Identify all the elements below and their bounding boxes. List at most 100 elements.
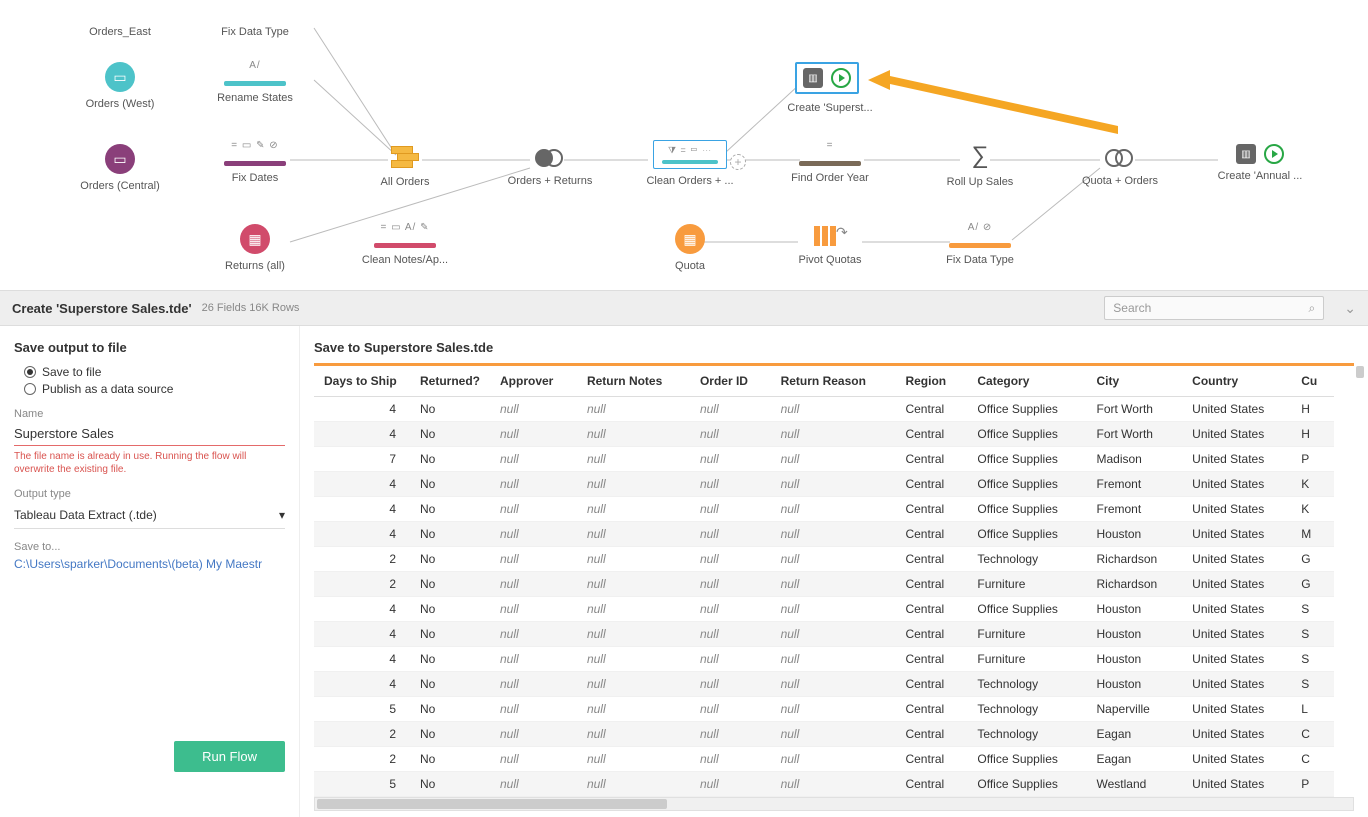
node-roll-up-sales[interactable]: ∑ Roll Up Sales — [930, 142, 1030, 188]
table-cell: null — [771, 397, 896, 422]
node-find-order-year[interactable]: = Find Order Year — [780, 140, 880, 184]
table-cell: 4 — [314, 672, 410, 697]
column-header[interactable]: Approver — [490, 366, 577, 397]
table-cell: Houston — [1087, 597, 1183, 622]
table-cell: null — [577, 747, 690, 772]
table-cell: L — [1291, 697, 1334, 722]
table-cell: United States — [1182, 547, 1291, 572]
table-row[interactable]: 4NonullnullnullnullCentralOffice Supplie… — [314, 422, 1334, 447]
node-pivot-quotas[interactable]: ↷ Pivot Quotas — [780, 222, 880, 266]
column-header[interactable]: Category — [967, 366, 1086, 397]
node-clean-orders[interactable]: ⧩ = ▭ ⋯ Clean Orders + ... — [640, 140, 740, 187]
node-fix-data-type-top[interactable]: Fix Data Type — [205, 20, 305, 38]
table-cell: null — [771, 622, 896, 647]
table-cell: No — [410, 447, 490, 472]
node-fix-dates[interactable]: = ▭ ✎ ⊘ Fix Dates — [205, 140, 305, 184]
node-orders-returns[interactable]: Orders + Returns — [500, 144, 600, 187]
node-rename-states[interactable]: A/ Rename States — [205, 60, 305, 104]
table-cell: null — [690, 547, 771, 572]
column-header[interactable]: Return Reason — [771, 366, 896, 397]
column-header[interactable]: Days to Ship — [314, 366, 410, 397]
node-clean-notes[interactable]: = ▭ A/ ✎ Clean Notes/Ap... — [355, 222, 455, 266]
table-cell: null — [690, 647, 771, 672]
table-row[interactable]: 5NonullnullnullnullCentralTechnologyNape… — [314, 697, 1334, 722]
run-step-icon[interactable] — [831, 68, 851, 88]
table-row[interactable]: 4NonullnullnullnullCentralOffice Supplie… — [314, 497, 1334, 522]
table-cell: Central — [895, 547, 967, 572]
output-type-select[interactable]: Tableau Data Extract (.tde) ▾ — [14, 502, 285, 529]
add-step-icon[interactable]: + — [730, 154, 746, 170]
table-cell: null — [490, 447, 577, 472]
flow-canvas[interactable]: Orders_East Fix Data Type ▭ Orders (West… — [0, 0, 1368, 290]
table-cell: Office Supplies — [967, 772, 1086, 797]
table-cell: null — [690, 772, 771, 797]
table-row[interactable]: 2NonullnullnullnullCentralOffice Supplie… — [314, 747, 1334, 772]
collapse-chevron-icon[interactable]: ⌄ — [1344, 300, 1356, 317]
run-step-icon[interactable] — [1264, 144, 1284, 164]
table-cell: Fremont — [1087, 497, 1183, 522]
name-label: Name — [14, 408, 285, 420]
table-cell: No — [410, 397, 490, 422]
table-cell: Office Supplies — [967, 397, 1086, 422]
annotation-arrow — [868, 70, 1128, 140]
table-row[interactable]: 2NonullnullnullnullCentralTechnologyRich… — [314, 547, 1334, 572]
column-header[interactable]: Cu — [1291, 366, 1334, 397]
scrollbar-vertical[interactable] — [1356, 366, 1366, 726]
table-row[interactable]: 4NonullnullnullnullCentralFurnitureHoust… — [314, 622, 1334, 647]
table-cell: 5 — [314, 697, 410, 722]
output-type-label: Output type — [14, 488, 285, 500]
table-row[interactable]: 5NonullnullnullnullCentralOffice Supplie… — [314, 772, 1334, 797]
table-cell: No — [410, 722, 490, 747]
table-cell: null — [771, 497, 896, 522]
table-cell: null — [490, 722, 577, 747]
table-cell: No — [410, 622, 490, 647]
node-orders-central[interactable]: ▭ Orders (Central) — [70, 144, 170, 192]
output-name-input[interactable] — [14, 422, 285, 446]
table-cell: null — [490, 472, 577, 497]
table-cell: Furniture — [967, 622, 1086, 647]
node-all-orders[interactable]: All Orders — [355, 142, 455, 188]
node-orders-east[interactable]: Orders_East — [70, 20, 170, 38]
search-input[interactable]: Search ⌕ — [1104, 296, 1324, 320]
table-row[interactable]: 4NonullnullnullnullCentralOffice Supplie… — [314, 597, 1334, 622]
radio-publish[interactable]: Publish as a data source — [24, 382, 285, 396]
column-header[interactable]: Return Notes — [577, 366, 690, 397]
table-cell: Houston — [1087, 672, 1183, 697]
node-orders-west[interactable]: ▭ Orders (West) — [70, 62, 170, 110]
table-cell: Central — [895, 397, 967, 422]
save-to-path[interactable]: C:\Users\sparker\Documents\(beta) My Mae… — [14, 557, 285, 571]
table-cell: null — [771, 422, 896, 447]
table-cell: United States — [1182, 697, 1291, 722]
column-header[interactable]: Order ID — [690, 366, 771, 397]
scrollbar-horizontal[interactable] — [314, 797, 1354, 811]
table-row[interactable]: 4NonullnullnullnullCentralFurnitureHoust… — [314, 647, 1334, 672]
table-row[interactable]: 7NonullnullnullnullCentralOffice Supplie… — [314, 447, 1334, 472]
column-header[interactable]: Region — [895, 366, 967, 397]
table-cell: null — [490, 747, 577, 772]
table-cell: null — [577, 472, 690, 497]
table-row[interactable]: 4NonullnullnullnullCentralOffice Supplie… — [314, 522, 1334, 547]
table-row[interactable]: 2NonullnullnullnullCentralFurnitureRicha… — [314, 572, 1334, 597]
table-cell: null — [771, 522, 896, 547]
table-cell: United States — [1182, 397, 1291, 422]
column-header[interactable]: Country — [1182, 366, 1291, 397]
table-cell: No — [410, 497, 490, 522]
table-cell: null — [577, 522, 690, 547]
table-row[interactable]: 2NonullnullnullnullCentralTechnologyEaga… — [314, 722, 1334, 747]
table-row[interactable]: 4NonullnullnullnullCentralOffice Supplie… — [314, 472, 1334, 497]
node-quota[interactable]: ▦ Quota — [640, 224, 740, 272]
node-quota-orders[interactable]: Quota + Orders — [1070, 144, 1170, 187]
node-create-superstore-selected[interactable]: ▥ — [795, 62, 859, 94]
node-fix-data-type-bot[interactable]: A/ ⊘ Fix Data Type — [930, 222, 1030, 266]
table-row[interactable]: 4NonullnullnullnullCentralOffice Supplie… — [314, 397, 1334, 422]
radio-label: Publish as a data source — [42, 382, 173, 396]
run-flow-button[interactable]: Run Flow — [174, 741, 285, 772]
table-cell: 4 — [314, 397, 410, 422]
radio-save-to-file[interactable]: Save to file — [24, 365, 285, 379]
table-row[interactable]: 4NonullnullnullnullCentralTechnologyHous… — [314, 672, 1334, 697]
column-header[interactable]: City — [1087, 366, 1183, 397]
node-returns-all[interactable]: ▦ Returns (all) — [205, 224, 305, 272]
table-cell: Technology — [967, 697, 1086, 722]
node-create-annual[interactable]: ▥ Create 'Annual ... — [1200, 144, 1320, 182]
column-header[interactable]: Returned? — [410, 366, 490, 397]
